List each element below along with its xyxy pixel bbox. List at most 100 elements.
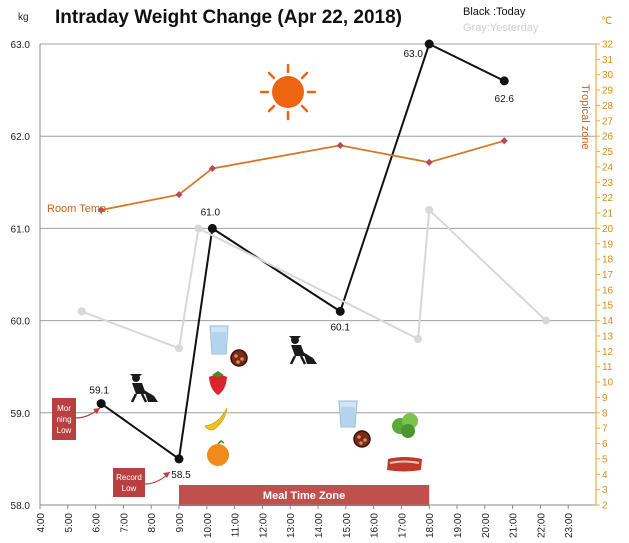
y2-axis-unit: ℃ <box>601 16 612 27</box>
chart-title: Intraday Weight Change (Apr 22, 2018) <box>55 7 402 28</box>
series <box>77 39 550 464</box>
gardening-person-icon <box>130 374 158 403</box>
data-label: 58.5 <box>171 470 191 481</box>
series-line-room_temp <box>100 139 505 211</box>
gardening-person-icon <box>289 336 317 365</box>
morning-low-box <box>52 398 76 440</box>
y2-tick-label: 15 <box>602 301 614 312</box>
tropical-zone-label: Tropical zone <box>579 84 591 150</box>
yesterday-point <box>77 307 86 316</box>
yesterday-point <box>175 344 183 353</box>
morning-low-text-1: Mor <box>57 404 71 413</box>
y-tick-label: 62.0 <box>11 132 31 143</box>
y2-tick-label: 18 <box>602 255 614 266</box>
grapes-icon <box>353 430 371 448</box>
x-tick-label: 21:00 <box>509 513 520 538</box>
x-tick-label: 13:00 <box>286 513 297 538</box>
x-tick-label: 11:00 <box>231 513 242 538</box>
y2-tick-label: 9 <box>602 393 608 404</box>
y2-tick-label: 25 <box>602 147 614 158</box>
y-tick-label: 59.0 <box>11 409 31 420</box>
x-tick-label: 22:00 <box>536 513 547 538</box>
x-tick-label: 15:00 <box>342 513 353 538</box>
x-tick-label: 17:00 <box>397 513 408 538</box>
x-tick-label: 12:00 <box>258 513 269 538</box>
x-tick-label: 4:00 <box>36 513 47 533</box>
x-tick-label: 23:00 <box>564 513 575 538</box>
yesterday-point <box>425 205 434 214</box>
legend-today: Black :Today <box>463 6 526 18</box>
yesterday-point <box>194 224 203 233</box>
y2-tick-label: 8 <box>602 408 608 419</box>
meal-zone-rect <box>179 485 430 506</box>
sun-icon <box>259 63 317 121</box>
y2-tick-label: 11 <box>602 362 613 373</box>
y2-tick-label: 19 <box>602 239 614 250</box>
temp-point <box>97 206 105 214</box>
data-label: 59.1 <box>89 386 109 397</box>
morning-low-text-3: Low <box>57 426 72 435</box>
y2-tick-label: 20 <box>602 224 614 235</box>
temp-point <box>336 141 344 149</box>
record-low-arrowhead <box>163 472 170 478</box>
y2-tick-label: 22 <box>602 193 614 204</box>
y2-tick-label: 7 <box>602 424 608 435</box>
y2-tick-label: 23 <box>602 178 614 189</box>
record-low-text-1: Record <box>116 473 142 482</box>
data-label: 63.0 <box>403 49 423 60</box>
meal-zone-band: Meal Time Zone <box>179 485 430 506</box>
x-tick-label: 10:00 <box>203 513 214 538</box>
y2-tick-label: 3 <box>602 485 608 496</box>
y2-tick-label: 29 <box>602 86 614 97</box>
lettuce-icon <box>392 413 418 438</box>
y2-tick-label: 21 <box>602 209 614 220</box>
morning-low-callout: Mor ning Low <box>52 398 101 440</box>
series-line-yesterday <box>81 208 547 350</box>
y-axis-unit: kg <box>18 12 29 23</box>
x-tick-label: 14:00 <box>314 513 325 538</box>
banana-icon <box>204 407 228 431</box>
today-point <box>207 223 217 233</box>
water-glass-icon <box>209 325 229 355</box>
y2-tick-label: 16 <box>602 285 614 296</box>
record-low-text-2: Low <box>122 484 137 493</box>
y-tick-label: 61.0 <box>11 224 31 235</box>
morning-low-text-2: ning <box>56 415 71 424</box>
orange-icon <box>207 440 229 466</box>
today-point <box>335 306 345 316</box>
steak-icon <box>387 457 422 472</box>
x-tick-label: 20:00 <box>481 513 492 538</box>
y2-tick-label: 10 <box>602 378 614 389</box>
today-point <box>174 454 184 464</box>
record-low-callout: Record Low <box>113 468 171 497</box>
y2-tick-label: 6 <box>602 439 608 450</box>
today-point <box>424 39 434 49</box>
today-point <box>96 399 106 409</box>
x-tick-label: 19:00 <box>453 513 464 538</box>
y2-tick-label: 13 <box>602 331 614 342</box>
x-tick-label: 6:00 <box>92 513 103 533</box>
y-tick-label: 60.0 <box>11 317 31 328</box>
y2-tick-label: 26 <box>602 132 614 143</box>
temp-point <box>175 191 183 199</box>
y2-tick-label: 31 <box>602 55 614 66</box>
yesterday-point <box>414 335 423 344</box>
series-line-today <box>100 43 505 460</box>
record-low-box <box>113 468 145 497</box>
x-tick-label: 5:00 <box>64 513 75 533</box>
morning-low-arrowhead <box>93 408 100 414</box>
temp-point <box>500 137 508 145</box>
data-labels: 59.1 58.5 61.0 60.1 63.0 62.6 <box>89 49 514 481</box>
y2-tick-label: 2 <box>602 501 608 512</box>
y2-tick-label: 30 <box>602 70 614 81</box>
x-tick-label: 7:00 <box>119 513 130 533</box>
y2-tick-label: 24 <box>602 162 614 173</box>
y-tick-label: 58.0 <box>11 501 31 512</box>
y2-tick-label: 28 <box>602 101 614 112</box>
y2-tick-label: 12 <box>602 347 614 358</box>
data-label: 61.0 <box>201 207 221 218</box>
y-tick-label: 63.0 <box>11 40 31 51</box>
x-tick-label: 16:00 <box>370 513 381 538</box>
